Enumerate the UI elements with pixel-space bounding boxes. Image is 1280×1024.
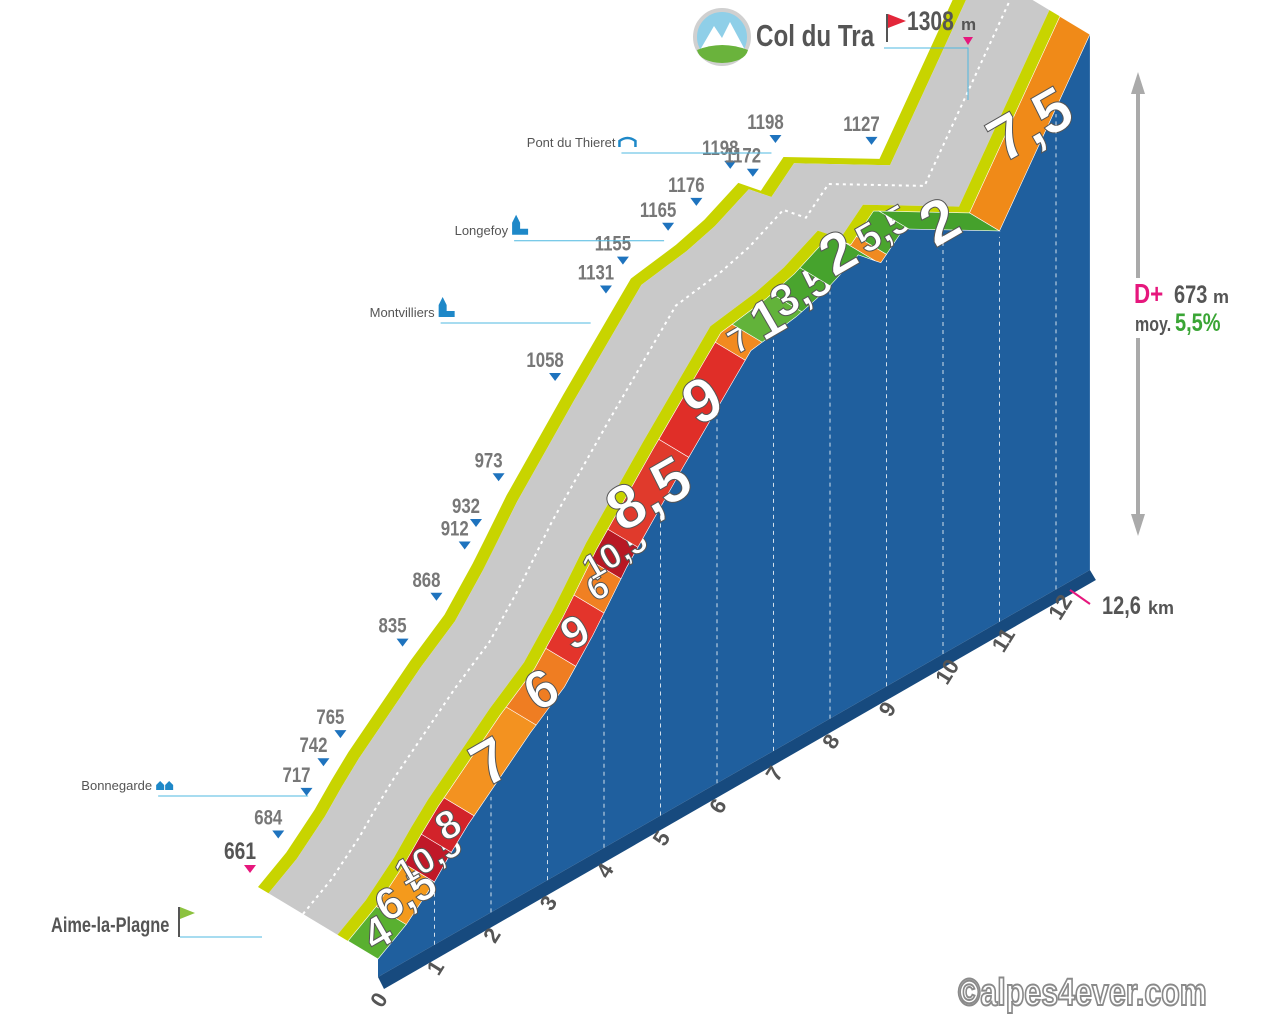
km-tick-label: 9 [874, 697, 902, 721]
distance-marker-line [1069, 589, 1091, 605]
altitude-label: 1127 [843, 113, 879, 136]
altitude-marker-icon [724, 160, 737, 169]
altitude-label: 1165 [640, 199, 677, 222]
altitude-marker-icon [396, 638, 409, 647]
altitude-label: 1198 [702, 137, 738, 160]
annotation-layer: Col du Tra 1308 m Aime-la-Plagne D+ 673 … [51, 7, 1236, 1015]
height-arrow-down-icon [1131, 514, 1145, 536]
altitude-marker-icon [492, 473, 505, 482]
altitude-label: 1155 [595, 233, 632, 256]
km-tick-label: 5 [648, 827, 676, 851]
altitude-marker-icon [300, 787, 313, 796]
summit-flag-icon [888, 14, 906, 28]
altitude-marker-icon [599, 285, 612, 294]
altitude-marker-icon [272, 830, 285, 839]
place-label: Bonnegarde [81, 778, 152, 793]
bridge-icon [618, 136, 637, 148]
summit-altitude: 1308 [907, 7, 954, 37]
km-tick-label: 6 [704, 794, 732, 818]
summit-leader-line [884, 47, 969, 100]
profile-wall [378, 34, 1090, 977]
avg-value: 5,5% [1175, 309, 1221, 337]
altitude-marker-icon [865, 136, 878, 145]
altitude-label: 835 [379, 615, 407, 638]
altitude-label: 1172 [725, 145, 761, 168]
profile-base-edge [378, 570, 1096, 989]
avg-label: moy. [1135, 313, 1171, 335]
start-flag-pole [178, 907, 180, 937]
road-near-edge [337, 10, 1060, 942]
altitude-marker-icon [690, 197, 703, 206]
place-label: Pont du Thieret [527, 135, 616, 150]
altitude-label: 932 [452, 495, 480, 518]
church-icon [512, 214, 529, 235]
altitude-marker-icon [430, 592, 443, 601]
km-tick-label: 3 [535, 891, 563, 915]
altitude-label: 717 [282, 764, 310, 787]
altitude-marker-icon [616, 256, 629, 265]
copyright-text: ©alpes4ever.com [958, 972, 1207, 1014]
altitude-label: 765 [316, 706, 344, 729]
altitude-marker-icon [334, 730, 347, 739]
altitude-label: 1131 [578, 262, 615, 285]
church-icon [438, 296, 455, 317]
summit-flag-pole [886, 14, 888, 42]
altitude-label: 684 [254, 807, 282, 830]
km-tick-label: 7 [761, 762, 789, 786]
dplus-label: D+ [1134, 279, 1163, 310]
summit-marker-icon [963, 37, 973, 45]
altitude-label: 1176 [668, 174, 704, 197]
altitude-label: 742 [299, 735, 327, 758]
segment-18 [969, 15, 1091, 232]
start-flag-icon [180, 907, 195, 919]
altitude-label-layer: 6616847177427658358689129329731058113111… [81, 111, 880, 873]
altitude-marker-icon [470, 519, 482, 527]
road-surface [268, 0, 1050, 935]
summit-altitude-unit: m [961, 15, 976, 34]
houses-icon [156, 781, 174, 791]
road-centerline [302, 0, 1012, 915]
altitude-label: 868 [412, 569, 440, 592]
altitude-marker-icon [746, 168, 759, 177]
summit-name: Col du Tra [756, 18, 875, 53]
altitude-marker-icon [244, 865, 256, 873]
altitude-label: 973 [475, 450, 503, 473]
distance-unit: km [1148, 598, 1174, 618]
km-tick-label: 0 [365, 988, 393, 1012]
distance-value: 12,6 [1102, 592, 1141, 620]
altitude-marker-icon [317, 758, 330, 767]
altitude-marker-icon [549, 372, 562, 381]
road-layer [258, 0, 1060, 942]
altitude-marker-icon [662, 222, 675, 231]
place-label: Longefoy [455, 223, 509, 238]
height-arrow-up-icon [1131, 72, 1145, 94]
altitude-label: 661 [224, 837, 256, 865]
altitude-label: 1198 [747, 111, 783, 134]
mountain-logo-peaks [700, 22, 745, 50]
altitude-label: 912 [441, 518, 469, 541]
km-tick-label: 8 [817, 730, 845, 754]
stats-background [1126, 278, 1236, 338]
mountain-logo-hill [697, 45, 748, 63]
start-name: Aime-la-Plagne [51, 913, 169, 936]
wall-layer [378, 34, 1096, 989]
place-label: Montvilliers [370, 305, 436, 320]
road-far-edge [258, 0, 967, 894]
dplus-value: 673 [1174, 281, 1207, 309]
altitude-marker-icon [769, 135, 782, 144]
dplus-unit: m [1213, 287, 1229, 307]
altitude-label: 1058 [526, 349, 563, 372]
altitude-marker-icon [458, 541, 471, 550]
